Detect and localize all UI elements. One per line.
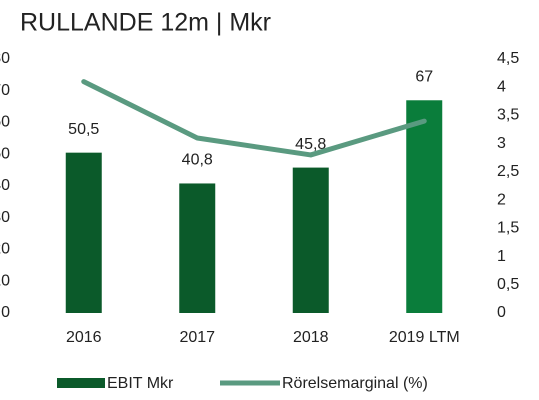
y2-tick-label: 3 — [497, 135, 506, 152]
y2-tick-label: 4 — [497, 78, 506, 95]
bar — [179, 183, 216, 313]
y2-tick-label: 2,5 — [497, 163, 519, 180]
y-tick-label: 50 — [0, 145, 10, 162]
legend-label: Rörelsemarginal (%) — [282, 375, 428, 392]
y-tick-label: 10 — [0, 272, 10, 289]
legend-swatch — [57, 378, 105, 388]
y-tick-label: 80 — [0, 50, 10, 67]
line — [81, 79, 427, 158]
y-tick-label: 30 — [0, 209, 10, 226]
y2-tick-label: 3,5 — [497, 107, 519, 124]
bar — [65, 152, 102, 313]
data-label: 40,8 — [182, 152, 213, 169]
x-tick-label: 2017 — [179, 329, 215, 346]
y2-tick-label: 1,5 — [497, 220, 519, 237]
y-tick-label: 60 — [0, 114, 10, 131]
y-tick-label: 40 — [0, 177, 10, 194]
y2-tick-label: 0,5 — [497, 276, 519, 293]
y2-tick-label: 1 — [497, 248, 506, 265]
y-tick-label: 20 — [0, 241, 10, 258]
x-tick-label: 2019 LTM — [389, 329, 460, 346]
data-label: 67 — [415, 68, 433, 85]
chart-title: RULLANDE 12m | Mkr — [20, 9, 271, 37]
legend-label: EBIT Mkr — [107, 375, 174, 392]
y2-tick-label: 0 — [497, 304, 506, 321]
y-tick-label: 70 — [0, 82, 10, 99]
y2-tick-label: 4,5 — [497, 50, 519, 67]
y-tick-label: 0 — [1, 304, 10, 321]
data-label: 50,5 — [68, 121, 99, 138]
bar — [292, 167, 329, 313]
bar — [406, 100, 443, 314]
x-tick-label: 2018 — [293, 329, 329, 346]
y2-tick-label: 2 — [497, 191, 506, 208]
x-tick-label: 2016 — [66, 329, 102, 346]
data-label: 45,8 — [295, 136, 326, 153]
